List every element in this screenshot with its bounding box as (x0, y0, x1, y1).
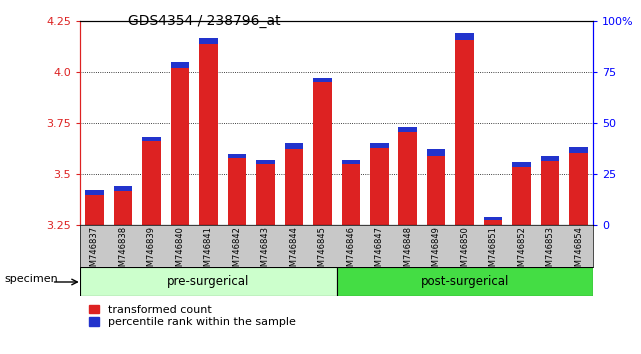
Bar (285, 143, 303, 149)
Text: GSM746838: GSM746838 (119, 226, 128, 277)
Bar (142, 137, 161, 141)
Bar (512, 162, 531, 225)
Bar (142, 137, 161, 225)
Text: GSM746840: GSM746840 (176, 226, 185, 277)
Bar (427, 149, 445, 225)
Bar (313, 78, 331, 82)
Bar (484, 217, 503, 220)
Bar (313, 78, 331, 225)
Text: GSM746839: GSM746839 (147, 226, 156, 277)
Bar (228, 154, 246, 158)
Text: GSM746853: GSM746853 (545, 226, 554, 277)
Text: GDS4354 / 238796_at: GDS4354 / 238796_at (128, 14, 281, 28)
Bar (512, 162, 531, 167)
Text: post-surgerical: post-surgerical (420, 275, 509, 288)
Text: GSM746848: GSM746848 (403, 226, 412, 277)
Bar (399, 127, 417, 132)
Bar (256, 160, 274, 225)
Text: specimen: specimen (4, 274, 58, 284)
Bar (456, 33, 474, 225)
Bar (337, 267, 593, 296)
Text: GSM746845: GSM746845 (318, 226, 327, 277)
Text: GSM746850: GSM746850 (460, 226, 469, 277)
Bar (199, 38, 217, 44)
Text: GSM746842: GSM746842 (232, 226, 241, 277)
Bar (171, 62, 189, 225)
Text: GSM746854: GSM746854 (574, 226, 583, 277)
Bar (285, 143, 303, 225)
Bar (171, 62, 189, 68)
Text: GSM746849: GSM746849 (432, 226, 441, 277)
Bar (256, 160, 274, 164)
Text: GSM746852: GSM746852 (517, 226, 526, 277)
Text: GSM746844: GSM746844 (289, 226, 298, 277)
Bar (484, 217, 503, 225)
Bar (370, 143, 388, 225)
Bar (569, 147, 588, 225)
Bar (342, 160, 360, 225)
Bar (228, 154, 246, 225)
Legend: transformed count, percentile rank within the sample: transformed count, percentile rank withi… (89, 305, 296, 327)
Bar (569, 147, 588, 153)
Bar (342, 160, 360, 164)
Text: GSM746846: GSM746846 (346, 226, 355, 277)
Text: GSM746841: GSM746841 (204, 226, 213, 277)
Bar (85, 190, 104, 195)
Bar (541, 156, 560, 161)
Text: GSM746837: GSM746837 (90, 226, 99, 277)
Bar (85, 190, 104, 225)
Bar (370, 143, 388, 148)
Text: GSM746851: GSM746851 (488, 226, 497, 277)
Bar (113, 186, 132, 191)
Bar (113, 186, 132, 225)
Text: GSM746847: GSM746847 (375, 226, 384, 277)
Bar (427, 149, 445, 156)
Bar (80, 267, 337, 296)
Bar (399, 127, 417, 225)
Bar (456, 33, 474, 40)
Bar (199, 38, 217, 225)
Bar (541, 156, 560, 225)
Text: GSM746843: GSM746843 (261, 226, 270, 277)
Text: pre-surgerical: pre-surgerical (167, 275, 249, 288)
